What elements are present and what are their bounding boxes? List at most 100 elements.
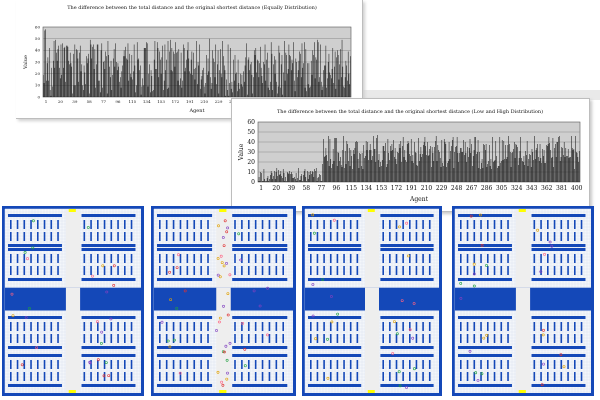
shelf-block [232,248,288,281]
bar [451,146,452,182]
bar [230,88,232,97]
bar [335,88,337,97]
bar [578,162,579,182]
bar [528,159,530,182]
bar [339,161,340,182]
bar [126,59,128,97]
bar [532,152,534,182]
bar [296,62,297,97]
bar [312,50,314,97]
bar [254,55,256,97]
shelf-block [8,248,62,281]
bar [324,65,325,97]
bar [190,59,192,97]
bar [313,177,315,182]
bar [66,45,67,97]
bar [46,80,47,97]
shelf-block [157,316,213,349]
bar [214,77,216,97]
shelf-block [8,354,62,387]
bar [148,73,150,97]
bar [373,136,374,182]
shelf-block [8,214,62,247]
map-4-svg [452,206,594,396]
bar [106,93,108,97]
bar [347,51,349,97]
bar [311,171,313,182]
bar [575,152,577,182]
bar [343,136,344,182]
x-tick-label: 210 [200,99,208,104]
bar [545,163,546,182]
bar [286,172,288,182]
bar [163,80,165,97]
bar [369,144,371,182]
bar [542,149,543,182]
bar [203,67,204,97]
bar [468,157,469,182]
agent-paths [459,213,566,387]
bar [138,58,140,97]
bar [420,147,422,182]
bar [256,72,257,97]
chart-1-svg: The difference between the total distanc… [23,4,352,114]
bar [481,159,483,182]
bar [121,71,123,97]
bar [561,147,563,182]
bar [444,142,446,182]
bar [394,157,395,182]
bar [302,181,303,182]
bar [263,169,265,182]
bar [176,52,177,97]
bar [345,164,347,182]
bar [337,55,339,97]
bar [537,144,538,182]
y-tick-label: 20 [247,159,255,166]
bar [475,137,476,182]
bar [274,171,275,182]
bar [307,171,308,182]
bar [326,155,327,182]
bar [547,144,549,182]
bar [460,148,462,182]
bar [218,93,220,97]
bar [334,51,336,97]
bar [190,73,191,97]
chart-1-xlabel: Agent [189,108,205,114]
simulation-map-4 [452,206,594,396]
bar [344,77,346,97]
bar [360,154,361,182]
bar [215,44,217,97]
bar [383,146,385,182]
bar [452,137,454,182]
bar [239,88,240,97]
bar [230,48,231,97]
shelf-block [380,248,434,281]
bar [472,166,473,182]
bar [368,160,369,182]
bar [572,150,574,182]
bar [398,153,399,182]
bar [292,63,294,97]
bar [336,166,338,182]
bar [543,150,545,182]
bar [435,136,437,182]
bar [566,156,567,182]
bar [427,142,428,182]
entrance-marker [219,209,227,212]
bar [287,69,289,97]
bar [559,161,561,182]
shelf-block [308,214,362,247]
bar [94,49,96,97]
bar [216,84,217,97]
bar [350,150,352,182]
bar [89,39,91,97]
bar [120,87,122,97]
bar [298,168,299,182]
bar [211,83,213,97]
bar [163,90,164,97]
bar [347,144,348,182]
bar [331,69,333,97]
bar [391,144,393,182]
bar [564,157,566,182]
